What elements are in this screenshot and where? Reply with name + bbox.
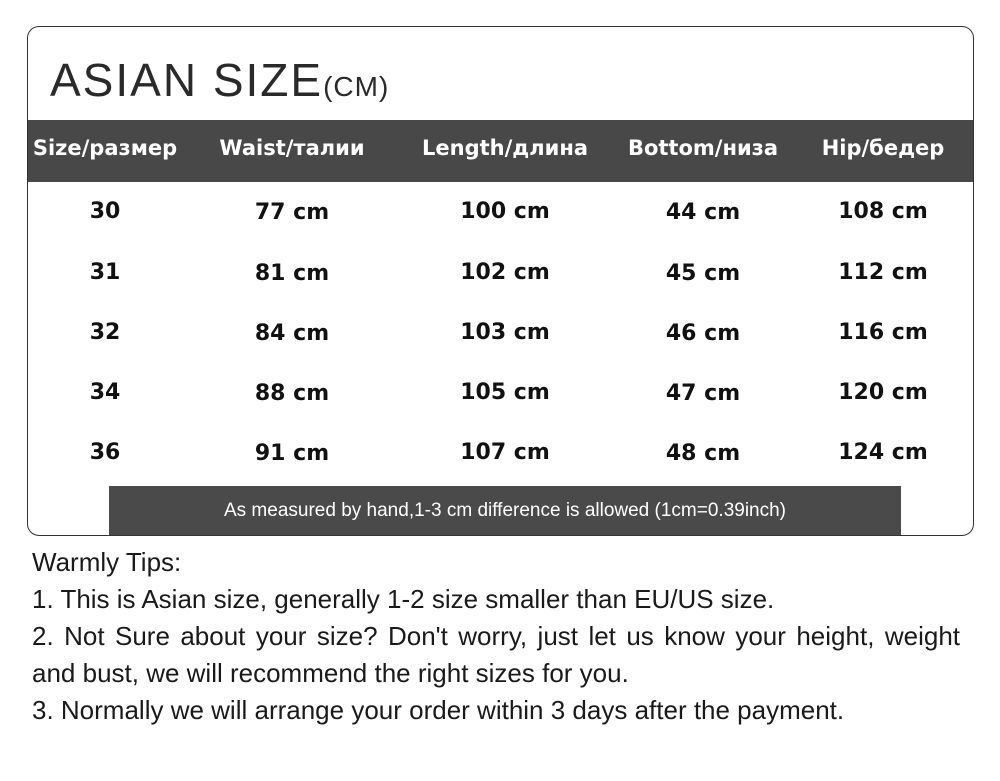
table-cell: 44 cm xyxy=(665,200,741,225)
chart-title: ASIAN SIZE(CM) xyxy=(50,53,389,107)
table-cell: 30 xyxy=(89,199,121,224)
tip-item: 1. This is Asian size, generally 1-2 siz… xyxy=(32,584,775,614)
table-cell: 124 cm xyxy=(838,440,928,465)
table-cell: 120 cm xyxy=(838,380,928,405)
measurement-note: As measured by hand,1-3 cm difference is… xyxy=(109,486,901,535)
table-cell: 32 xyxy=(89,320,121,345)
column-header: Bottom/низа xyxy=(627,136,779,160)
column-header: Length/длина xyxy=(421,136,589,160)
table-cell: 47 cm xyxy=(665,381,741,406)
table-cell: 102 cm xyxy=(460,260,550,285)
tips-heading: Warmly Tips: xyxy=(32,547,182,577)
title-main: ASIAN SIZE xyxy=(50,54,324,106)
table-cell: 100 cm xyxy=(460,199,550,224)
table-cell: 108 cm xyxy=(838,199,928,224)
table-cell: 105 cm xyxy=(460,380,550,405)
column-header: Size/размер xyxy=(32,136,178,160)
table-cell: 34 xyxy=(89,380,121,405)
tips: Warmly Tips: 1. This is Asian size, gene… xyxy=(32,544,960,729)
table-cell: 88 cm xyxy=(254,381,330,406)
table-cell: 48 cm xyxy=(665,441,741,466)
table-cell: 103 cm xyxy=(460,320,550,345)
table-header: Size/размер Waist/талии Length/длина Bottom… xyxy=(28,120,973,182)
table-cell: 112 cm xyxy=(838,260,928,285)
table-cell: 77 cm xyxy=(254,200,330,225)
table-cell: 31 xyxy=(89,260,121,285)
table-cell: 46 cm xyxy=(665,321,741,346)
table-cell: 45 cm xyxy=(665,261,741,286)
table-cell: 107 cm xyxy=(460,440,550,465)
title-unit: (CM) xyxy=(323,71,390,102)
table-cell: 84 cm xyxy=(254,321,330,346)
table-cell: 116 cm xyxy=(838,320,928,345)
tip-item: 2. Not Sure about your size? Don't worry… xyxy=(32,621,960,688)
table-cell: 81 cm xyxy=(254,261,330,286)
tip-item: 3. Normally we will arrange your order w… xyxy=(32,695,845,725)
size-chart: ASIAN SIZE(CM) Size/размер Waist/талии Len… xyxy=(27,26,974,536)
column-header: Hip/бедер xyxy=(821,136,945,160)
table-cell: 36 xyxy=(89,440,121,465)
table-cell: 91 cm xyxy=(254,441,330,466)
column-header: Waist/талии xyxy=(219,136,365,160)
